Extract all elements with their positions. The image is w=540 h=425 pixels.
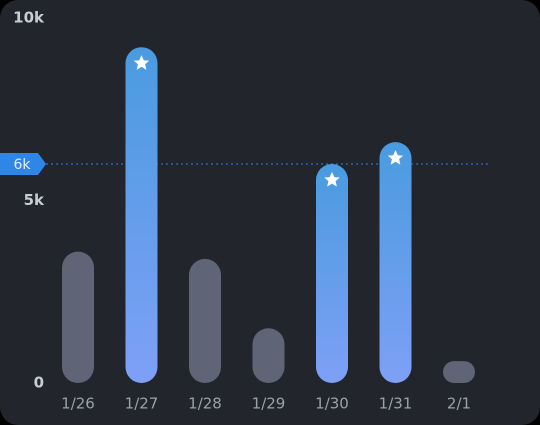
bar xyxy=(252,328,285,383)
x-tick-label: 1/26 xyxy=(61,395,95,413)
bar xyxy=(316,164,348,383)
y-tick-label: 0 xyxy=(34,374,44,392)
y-tick-label: 5k xyxy=(24,191,45,209)
bar xyxy=(189,258,221,383)
bar xyxy=(379,142,412,383)
x-tick-label: 1/30 xyxy=(315,395,349,413)
x-tick-label: 1/29 xyxy=(252,395,286,413)
goal-label: 6k xyxy=(13,157,31,173)
x-tick-label: 1/27 xyxy=(125,395,159,413)
x-tick-label: 2/1 xyxy=(447,395,471,413)
bar xyxy=(125,47,158,383)
bar xyxy=(443,361,475,383)
x-tick-label: 1/31 xyxy=(379,395,413,413)
bar xyxy=(62,251,94,383)
goal-tag xyxy=(0,153,46,175)
x-tick-label: 1/28 xyxy=(188,395,222,413)
y-tick-label: 10k xyxy=(13,9,45,27)
